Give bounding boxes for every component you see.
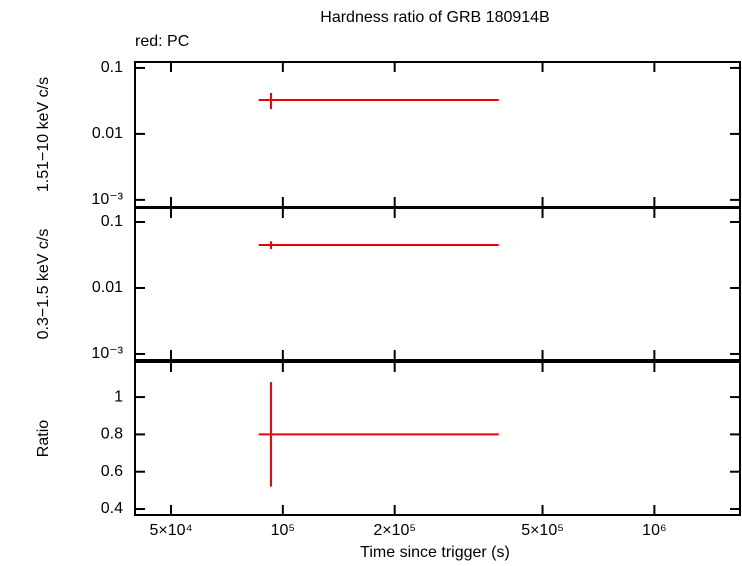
x-tick-label: 10⁶ xyxy=(642,522,666,539)
y-tick-label: 10⁻³ xyxy=(91,191,123,208)
x-tick-label: 5×10⁴ xyxy=(150,522,193,539)
x-tick-label: 2×10⁵ xyxy=(373,522,416,539)
panel-frame xyxy=(134,361,741,516)
y-tick-label: 0.4 xyxy=(101,500,123,517)
panel-frame xyxy=(134,61,741,208)
x-axis-label: Time since trigger (s) xyxy=(360,544,510,561)
y-axis-label: 1.51−10 keV c/s xyxy=(35,77,52,192)
x-tick-label: 5×10⁵ xyxy=(521,522,564,539)
chart-title: Hardness ratio of GRB 180914B xyxy=(320,9,549,26)
y-tick-label: 0.01 xyxy=(92,279,123,296)
y-tick-label: 1 xyxy=(114,388,123,405)
panel-frame xyxy=(134,207,741,361)
y-tick-label: 0.1 xyxy=(101,59,123,76)
y-tick-label: 0.8 xyxy=(101,426,123,443)
y-tick-label: 0.01 xyxy=(92,125,123,142)
y-axis-label: Ratio xyxy=(35,420,52,457)
x-tick-label: 10⁵ xyxy=(271,522,295,539)
annotation: red: PC xyxy=(135,33,189,50)
y-axis-label: 0.3−1.5 keV c/s xyxy=(35,229,52,340)
y-tick-label: 0.1 xyxy=(101,213,123,230)
y-tick-label: 0.6 xyxy=(101,463,123,480)
y-tick-label: 10⁻³ xyxy=(91,345,123,362)
